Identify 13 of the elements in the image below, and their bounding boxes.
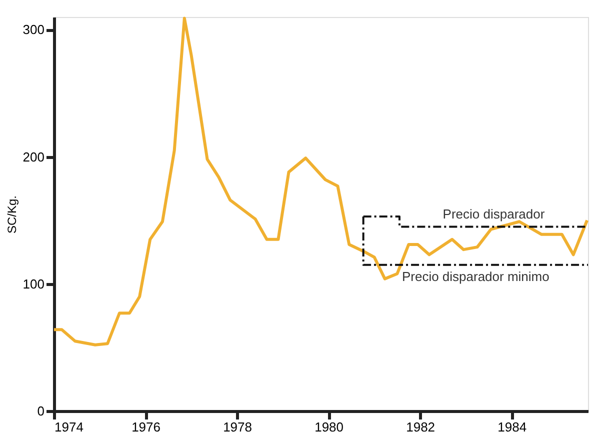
y-tick-label: 100 <box>22 276 44 292</box>
series-label: Precio disparador minimo <box>402 268 550 284</box>
y-axis-title: SC/Kg. <box>4 195 19 234</box>
x-tick-label: 1976 <box>132 420 160 434</box>
x-tick-label: 1984 <box>498 420 527 434</box>
series-label: Precio disparador <box>442 206 546 222</box>
y-tick-label: 200 <box>22 149 44 164</box>
x-tick-label: 1980 <box>314 420 344 434</box>
x-tick-label: 1982 <box>406 420 436 434</box>
y-tick-label: 300 <box>22 22 44 38</box>
y-tick-label: 0 <box>37 404 44 418</box>
x-tick-label: 1978 <box>223 420 252 434</box>
x-tick-label: 1974 <box>54 420 84 434</box>
